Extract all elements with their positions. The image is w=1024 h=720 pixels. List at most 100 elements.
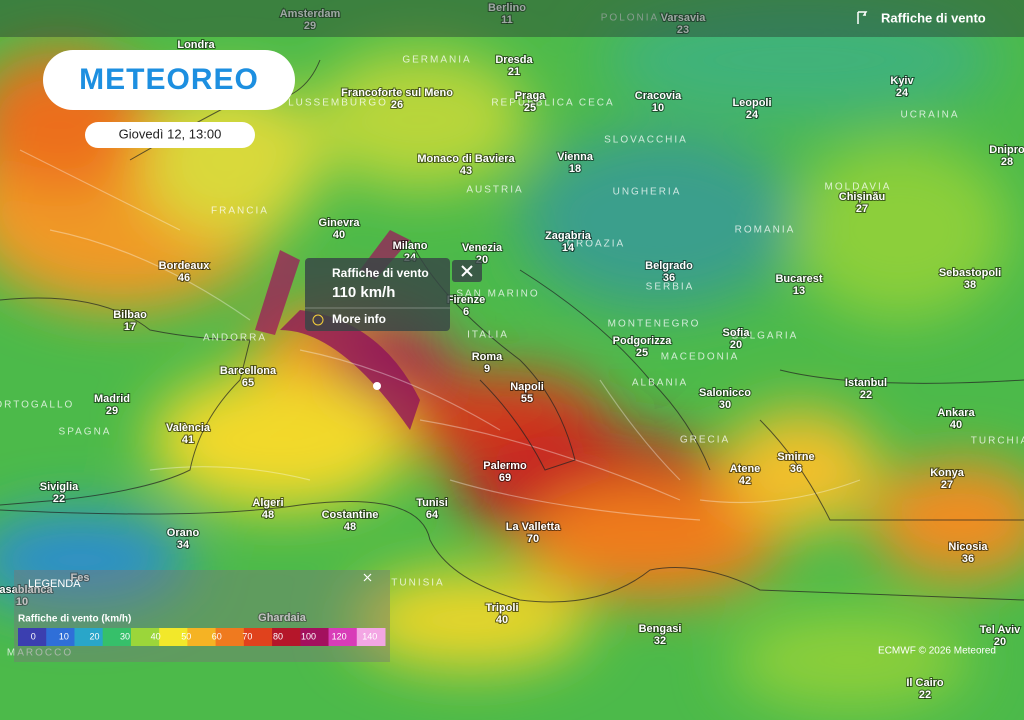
city-value: 10 — [16, 596, 28, 608]
city-value: 21 — [508, 66, 520, 78]
country-name: PORTOGALLO — [0, 400, 74, 411]
city-name: Sebastopoli — [939, 267, 1001, 279]
city-value: 36 — [962, 553, 974, 565]
legend-tick: 120 — [332, 631, 347, 641]
legend-subtitle: Raffiche di vento (km/h) — [18, 614, 131, 625]
legend-swatch — [328, 628, 358, 646]
city-value: 29 — [304, 20, 316, 32]
city-value: 22 — [919, 689, 931, 701]
logo[interactable]: METEOREO — [79, 63, 259, 96]
legend-tick: 140 — [362, 631, 377, 641]
city-value: 48 — [262, 509, 274, 521]
city-name: València — [166, 422, 211, 434]
city-value: 64 — [426, 509, 439, 521]
country-name: CROAZIA — [567, 239, 625, 250]
city-value: 36 — [663, 272, 675, 284]
city-value: 28 — [1001, 156, 1013, 168]
city-value: 17 — [124, 321, 136, 333]
city-name: Chișinău — [839, 191, 885, 203]
city-value: 30 — [719, 399, 731, 411]
city-name: Milano — [393, 240, 428, 252]
city-value: 36 — [790, 463, 802, 475]
city-name: Venezia — [462, 242, 503, 254]
country-name: AUSTRIA — [466, 185, 523, 196]
city-name: Londra — [177, 39, 215, 51]
city-value: 32 — [654, 635, 666, 647]
close-icon[interactable] — [461, 265, 473, 277]
legend-tick: 80 — [273, 631, 283, 641]
legend-swatch — [46, 628, 75, 646]
city-value: 48 — [344, 521, 356, 533]
city-name: Bengasi — [639, 623, 682, 635]
city-value: 23 — [677, 24, 689, 36]
city-name: Salonicco — [699, 387, 751, 399]
city-value: 40 — [496, 614, 508, 626]
legend-swatch — [356, 628, 386, 646]
legend-panel — [14, 570, 390, 662]
country-name: ITALIA — [467, 330, 509, 341]
country-name: BULGARIA — [732, 331, 799, 342]
legend-swatch — [18, 628, 47, 646]
city-value: 65 — [242, 377, 254, 389]
legend-tick: 30 — [120, 631, 130, 641]
city-name: Praga — [515, 90, 546, 102]
legend-tick: 100 — [301, 631, 316, 641]
city-value: 55 — [521, 393, 533, 405]
city-name: Bordeaux — [159, 260, 211, 272]
city-name: Vienna — [557, 151, 594, 163]
legend-tick: 70 — [242, 631, 252, 641]
city-value: 22 — [53, 493, 65, 505]
legend-swatch — [130, 628, 160, 646]
legend-tick: 10 — [59, 631, 69, 641]
city-name: La Valletta — [506, 521, 561, 533]
legend-swatch — [272, 628, 301, 646]
city-name: Smirne — [777, 451, 814, 463]
legend-close[interactable] — [363, 573, 372, 582]
city-value: 70 — [527, 533, 539, 545]
city-name: Ghardaia — [258, 612, 307, 624]
legend-swatch — [102, 628, 132, 646]
city-value: 10 — [652, 102, 664, 114]
layer-name[interactable]: Raffiche di vento — [881, 10, 986, 25]
logo-pill — [43, 50, 295, 110]
city-name: Dnipro — [989, 144, 1024, 156]
country-name: POLONIA — [601, 13, 659, 24]
city-value: 11 — [501, 14, 513, 26]
city-value: 20 — [730, 339, 742, 351]
flag-icon — [857, 11, 868, 24]
city-name: Leopoli — [732, 97, 771, 109]
city-name: Il Cairo — [906, 677, 944, 689]
city-value: 41 — [182, 434, 194, 446]
city-name: Siviglia — [40, 481, 79, 493]
country-name: SPAGNA — [59, 427, 112, 438]
legend-tick: 60 — [212, 631, 222, 641]
country-name: GRECIA — [680, 435, 730, 446]
city-name: Podgorizza — [613, 335, 673, 347]
legend-swatch — [243, 628, 273, 646]
country-name: MONTENEGRO — [608, 319, 701, 330]
country-name: SAN MARINO — [456, 289, 539, 300]
city-name: Costantine — [322, 509, 379, 521]
legend-tick: 50 — [181, 631, 191, 641]
legend-swatch — [74, 628, 104, 646]
city-name: Roma — [472, 351, 503, 363]
city-value: 40 — [950, 419, 962, 431]
city-value: 13 — [793, 285, 805, 297]
city-value: 20 — [994, 636, 1006, 648]
city-name: Napoli — [510, 381, 544, 393]
city-value: 43 — [460, 165, 472, 177]
country-name: SERBIA — [646, 282, 695, 293]
country-name: ALBANIA — [632, 378, 688, 389]
more-info[interactable]: More info — [332, 312, 386, 326]
city-value: 38 — [964, 279, 976, 291]
country-name: MOLDAVIA — [825, 182, 892, 193]
city-name: Casablanca — [0, 584, 53, 596]
country-name: UCRAINA — [900, 110, 959, 121]
city-value: 69 — [499, 472, 511, 484]
city-name: Tripoli — [486, 602, 519, 614]
country-name: ANDORRA — [203, 333, 267, 344]
city-name: Fes — [71, 572, 90, 584]
city-name: Francoforte sul Meno — [341, 87, 453, 99]
city-name: Madrid — [94, 393, 130, 405]
